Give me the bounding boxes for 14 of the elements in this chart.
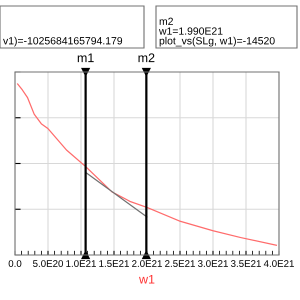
x-tick-label: 4.0E21 <box>264 260 294 267</box>
x-tick-label: 2.5E21 <box>165 260 195 267</box>
x-tick-label: 0.0 <box>8 260 22 267</box>
x-tick-label: 3.5E21 <box>230 260 261 267</box>
x-axis-title: w1 <box>138 274 154 284</box>
ref-line-label: m2 <box>138 53 154 62</box>
x-tick-label: 1.5E21 <box>99 260 129 267</box>
text: m2 w1=1.990E21 plot_vs(SLg, w1)=-14520 <box>158 18 275 46</box>
text: v1)=-1025684165794.179 <box>3 36 122 46</box>
ref-line-label: m1 <box>78 53 94 62</box>
x-tick-label: 5.0E20 <box>32 260 64 267</box>
x-tick-label: 1.0E21 <box>66 260 96 267</box>
x-tick-label: 2.0E21 <box>132 260 162 267</box>
x-tick-label: 3.0E21 <box>198 260 228 267</box>
